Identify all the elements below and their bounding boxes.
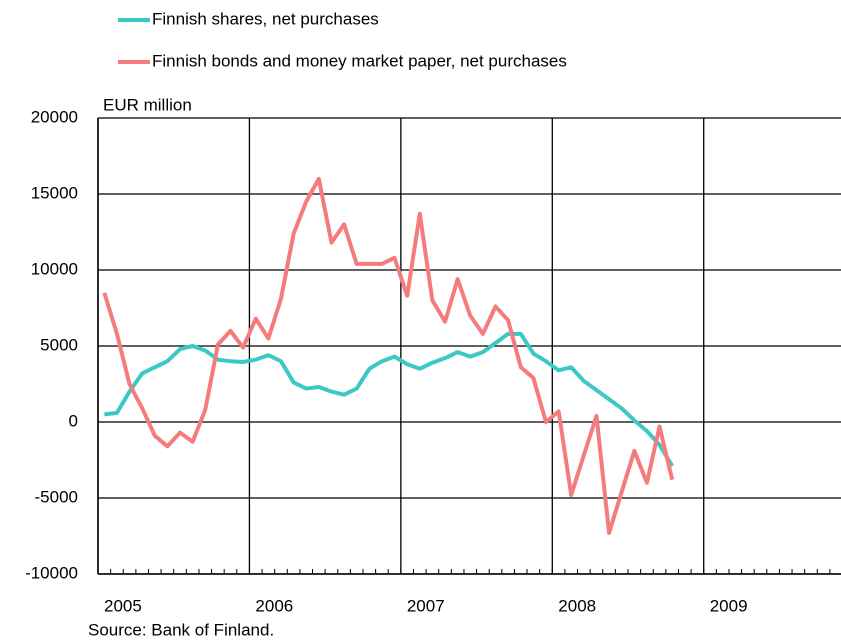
series-line xyxy=(104,331,674,468)
source-note: Source: Bank of Finland. xyxy=(88,620,274,639)
y-tick-label: 10000 xyxy=(31,259,78,278)
x-tick-label: 2009 xyxy=(710,596,748,615)
x-tick-label: 2008 xyxy=(558,596,596,615)
series-line xyxy=(102,176,675,535)
y-tick-label: -5000 xyxy=(35,487,78,506)
y-tick-label: -10000 xyxy=(25,563,78,582)
y-tick-label: 15000 xyxy=(31,183,78,202)
x-tick-label: 2006 xyxy=(255,596,293,615)
legend-label: Finnish bonds and money market paper, ne… xyxy=(152,51,567,70)
legend-label: Finnish shares, net purchases xyxy=(152,9,379,28)
y-tick-label: 0 xyxy=(69,411,78,430)
y-axis-label: EUR million xyxy=(103,95,192,114)
x-tick-label: 2005 xyxy=(104,596,142,615)
y-tick-label: 20000 xyxy=(31,107,78,126)
x-tick-label: 2007 xyxy=(407,596,445,615)
y-tick-label: 5000 xyxy=(40,335,78,354)
